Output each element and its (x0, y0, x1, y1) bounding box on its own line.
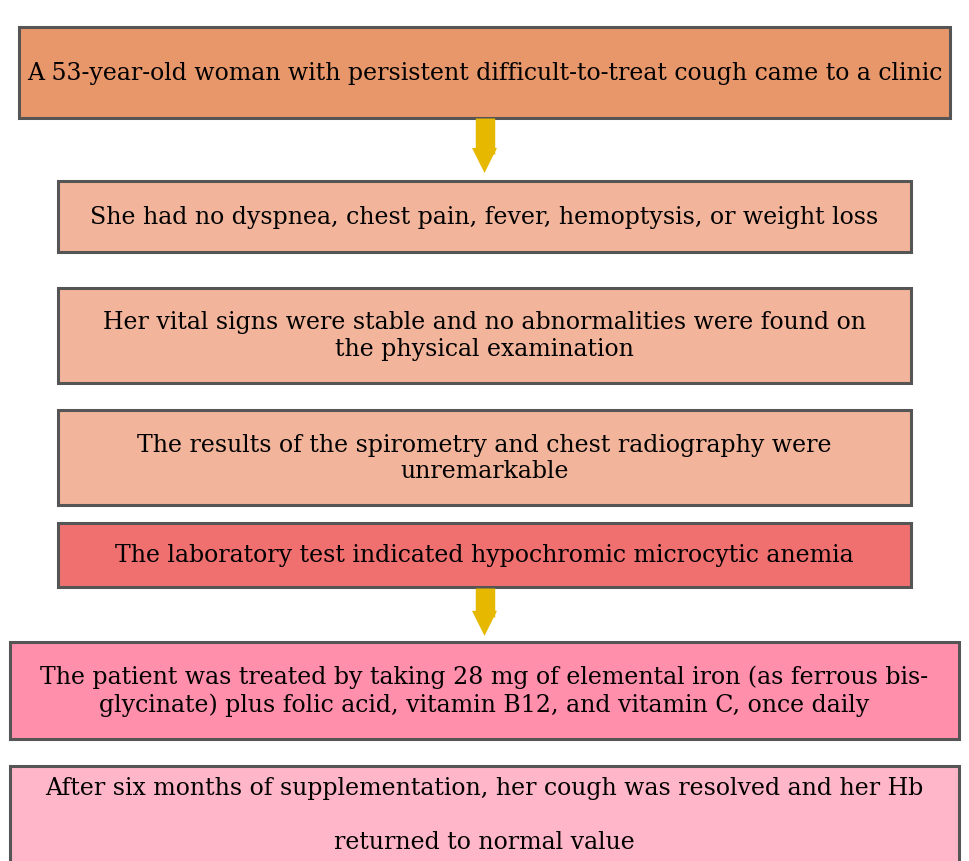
Text: The laboratory test indicated hypochromic microcytic anemia: The laboratory test indicated hypochromi… (115, 544, 854, 567)
FancyBboxPatch shape (10, 766, 959, 861)
Text: She had no dyspnea, chest pain, fever, hemoptysis, or weight loss: She had no dyspnea, chest pain, fever, h… (90, 206, 879, 228)
FancyBboxPatch shape (58, 182, 911, 252)
FancyBboxPatch shape (58, 288, 911, 383)
FancyBboxPatch shape (10, 642, 959, 739)
Text: The patient was treated by taking 28 mg of elemental iron (as ferrous bis-
glyci: The patient was treated by taking 28 mg … (41, 666, 928, 715)
Text: Her vital signs were stable and no abnormalities were found on
the physical exam: Her vital signs were stable and no abnor… (103, 311, 866, 361)
Text: After six months of supplementation, her cough was resolved and her Hb

returned: After six months of supplementation, her… (46, 777, 923, 852)
Text: The results of the spirometry and chest radiography were
unremarkable: The results of the spirometry and chest … (138, 433, 831, 483)
FancyBboxPatch shape (58, 523, 911, 587)
Text: A 53-year-old woman with persistent difficult-to-treat cough came to a clinic: A 53-year-old woman with persistent diff… (27, 62, 942, 84)
FancyBboxPatch shape (58, 411, 911, 505)
FancyBboxPatch shape (19, 28, 950, 118)
